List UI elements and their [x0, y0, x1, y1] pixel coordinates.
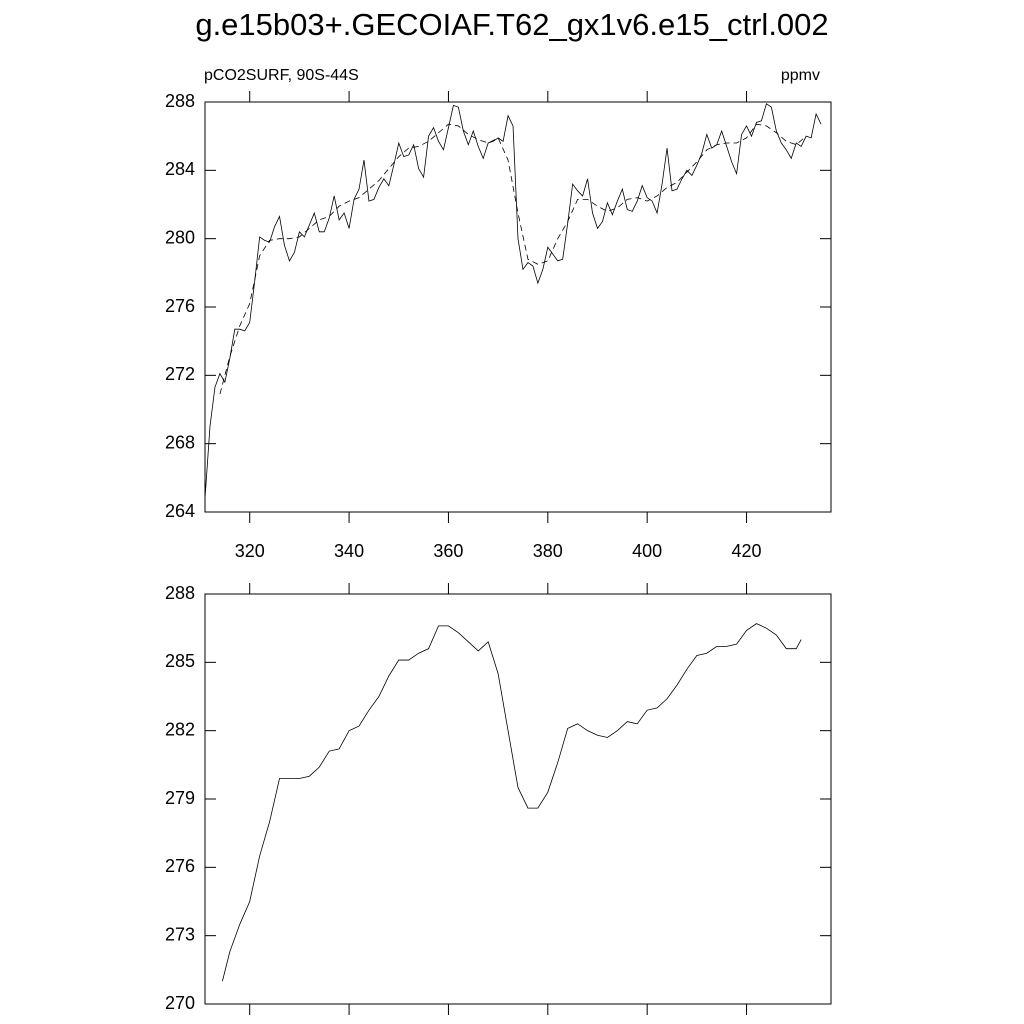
- y-tick-label: 282: [165, 719, 195, 739]
- y-tick-label: 270: [165, 993, 195, 1013]
- y-tick-label: 288: [165, 91, 195, 111]
- figure-title: g.e15b03+.GECOIAF.T62_gx1v6.e15_ctrl.002: [195, 7, 828, 42]
- plot-frame: [204, 101, 832, 513]
- y-tick-label: 272: [165, 364, 195, 384]
- variable-label: pCO2SURF, 90S-44S: [204, 67, 359, 84]
- x-tick-label: 340: [334, 541, 364, 561]
- y-tick-label: 264: [165, 501, 195, 521]
- x-tick-label: 420: [732, 541, 762, 561]
- data-line: [219, 123, 807, 395]
- data-line: [204, 103, 822, 499]
- y-tick-label: 276: [165, 296, 195, 316]
- x-tick-label: 400: [632, 541, 662, 561]
- y-tick-label: 276: [165, 856, 195, 876]
- x-tick-label: 360: [433, 541, 463, 561]
- plot-frame: [204, 593, 832, 1005]
- y-tick-label: 288: [165, 583, 195, 603]
- y-tick-label: 284: [165, 159, 195, 179]
- y-tick-label: 280: [165, 227, 195, 247]
- data-line: [222, 623, 802, 982]
- units-label: ppmv: [781, 67, 820, 84]
- y-tick-label: 279: [165, 788, 195, 808]
- y-tick-label: 273: [165, 924, 195, 944]
- x-tick-label: 380: [533, 541, 563, 561]
- y-tick-label: 268: [165, 432, 195, 452]
- y-tick-label: 285: [165, 651, 195, 671]
- x-tick-label: 320: [235, 541, 265, 561]
